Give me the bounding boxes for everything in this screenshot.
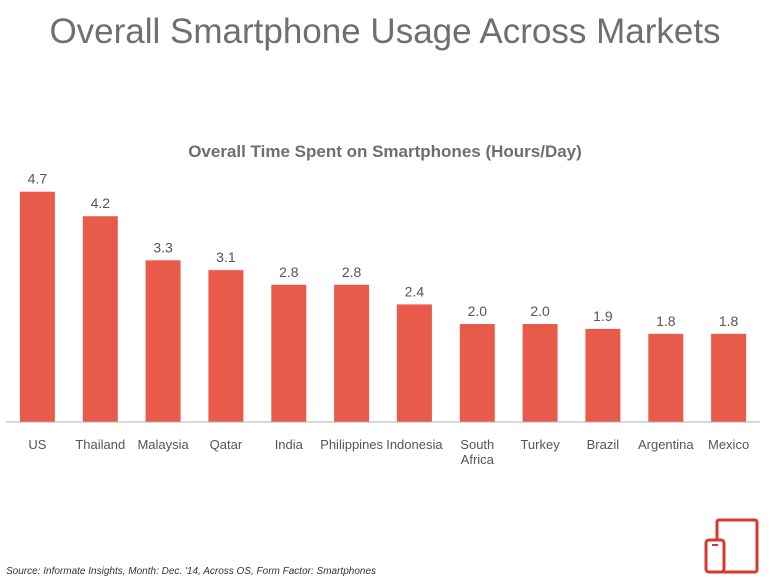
tablet-phone-icon [704,518,759,574]
category-label: India [275,437,304,452]
category-label: Turkey [520,437,560,452]
data-label: 2.4 [405,283,425,299]
chart-title: Overall Time Spent on Smartphones (Hours… [188,142,582,161]
category-label: US [28,437,46,452]
bar [334,284,370,422]
category-label: Malaysia [137,437,189,452]
phone-body [704,538,726,574]
bar [459,324,495,422]
category-label: Philippines [320,437,383,452]
data-label: 4.2 [91,195,111,211]
data-label: 2.0 [468,303,488,319]
category-label: Brazil [587,437,620,452]
category-label: Qatar [210,437,243,452]
data-label: 1.9 [593,308,613,324]
bar [19,191,55,422]
bar [271,284,307,422]
bar [396,304,432,422]
bar [82,216,118,422]
data-label: 4.7 [28,171,48,187]
data-label: 1.8 [656,313,676,329]
bar [585,328,621,422]
bar [208,270,244,422]
data-label: 3.3 [153,239,173,255]
bar [648,333,684,422]
category-label: Argentina [638,437,694,452]
page-title: Overall Smartphone Usage Across Markets [49,12,721,51]
category-label: Indonesia [386,437,443,452]
category-label: Mexico [708,437,749,452]
data-label: 2.0 [530,303,550,319]
data-label: 3.1 [216,249,236,265]
category-label: Thailand [75,437,125,452]
bar [522,324,558,422]
bar [145,260,181,422]
category-label: South Africa [460,437,494,467]
bar [711,333,747,422]
source-note: Source: Informate Insights, Month: Dec. … [6,566,377,577]
bar-chart: 4.7 US 4.2 Thailand 3.3 Malaysia 3.1 Qatar 2.8 In… [6,171,760,467]
data-label: 2.8 [279,264,299,280]
data-label: 1.8 [719,313,739,329]
data-label: 2.8 [342,264,362,280]
